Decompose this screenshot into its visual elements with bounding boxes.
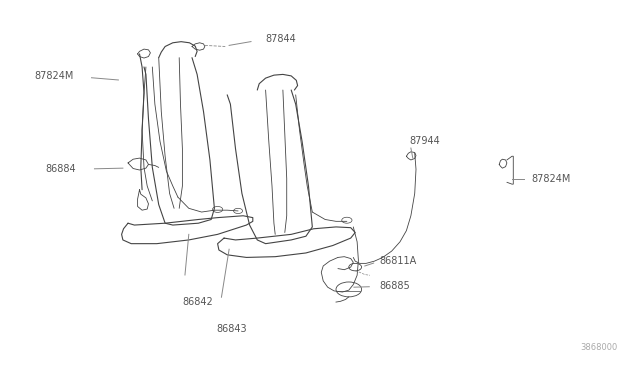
Text: 86885: 86885 [380, 282, 410, 291]
Text: 87824M: 87824M [34, 71, 74, 81]
Text: 86843: 86843 [216, 324, 247, 334]
Text: 86811A: 86811A [380, 256, 417, 266]
Text: 87944: 87944 [410, 137, 440, 146]
Text: 87824M: 87824M [531, 174, 571, 183]
Text: 86842: 86842 [182, 297, 213, 307]
Text: 3868000: 3868000 [580, 343, 618, 352]
Text: 87844: 87844 [266, 34, 296, 44]
Text: 86884: 86884 [45, 164, 76, 174]
